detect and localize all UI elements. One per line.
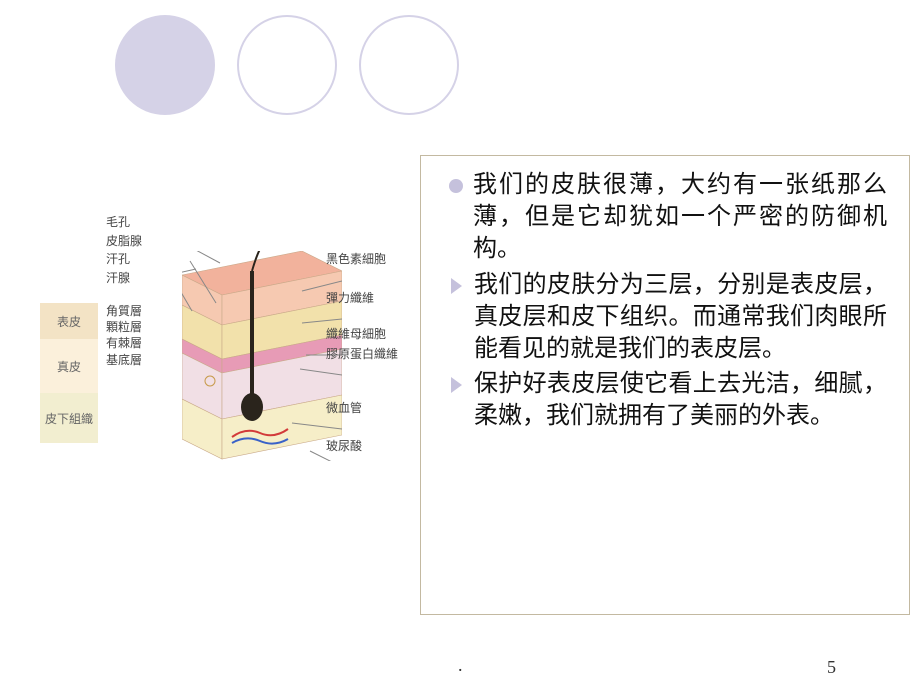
diagram-label: 黑色素細胞: [326, 250, 386, 267]
diagram-label: 汗孔: [106, 250, 142, 269]
layer-block: 表皮: [40, 303, 98, 339]
footer-dot: .: [458, 655, 463, 676]
bullet-dot-icon: [449, 179, 463, 193]
diagram-label: 基底層: [106, 352, 142, 368]
skin-svg: [182, 251, 342, 461]
diagram-label: 毛孔: [106, 213, 142, 232]
diagram-label: 角質層: [106, 303, 142, 319]
skin-cross-section: [182, 251, 342, 461]
layer-block: 真皮: [40, 339, 98, 393]
page-number: 5: [827, 657, 836, 678]
diagram-left-labels-mid: 角質層顆粒層有棘層基底層: [106, 303, 142, 368]
diagram-label: 微血管: [326, 399, 362, 416]
bullet-text: 我们的皮肤分为三层，分别是表皮层，真皮层和皮下组织。而通常我们肉眼所能看见的就是…: [474, 270, 887, 366]
bullet-text: 保护好表皮层使它看上去光洁，细腻，柔嫩，我们就拥有了美丽的外表。: [474, 369, 887, 433]
diagram-label: 玻尿酸: [326, 437, 362, 454]
bullet-item: 我们的皮肤很薄，大约有一张纸那么薄，但是它却犹如一个严密的防御机构。: [449, 170, 887, 266]
bullet-item: 保护好表皮层使它看上去光洁，细腻，柔嫩，我们就拥有了美丽的外表。: [449, 369, 887, 433]
bullet-arrow-icon: [451, 278, 462, 294]
content-textbox: 我们的皮肤很薄，大约有一张纸那么薄，但是它却犹如一个严密的防御机构。我们的皮肤分…: [420, 155, 910, 615]
layer-block: 皮下組織: [40, 393, 98, 443]
bullet-text: 我们的皮肤很薄，大约有一张纸那么薄，但是它却犹如一个严密的防御机构。: [473, 170, 887, 266]
diagram-left-labels-top: 毛孔皮脂腺汗孔汗腺: [106, 213, 142, 287]
diagram-label: 膠原蛋白纖維: [326, 345, 398, 362]
circle-1: [115, 15, 215, 115]
bullet-arrow-icon: [451, 377, 462, 393]
decorative-circles: [115, 15, 459, 115]
circle-3: [359, 15, 459, 115]
circle-2: [237, 15, 337, 115]
layer-color-column: 表皮真皮皮下組織: [40, 303, 98, 443]
diagram-label: 彈力纖維: [326, 289, 374, 306]
diagram-label: 顆粒層: [106, 319, 142, 335]
skin-diagram: 表皮真皮皮下組織 毛孔皮脂腺汗孔汗腺 角質層顆粒層有棘層基底層: [40, 195, 410, 490]
bullet-item: 我们的皮肤分为三层，分别是表皮层，真皮层和皮下组织。而通常我们肉眼所能看见的就是…: [449, 270, 887, 366]
diagram-label: 有棘層: [106, 335, 142, 351]
diagram-label: 汗腺: [106, 269, 142, 288]
diagram-label: 纖維母細胞: [326, 325, 386, 342]
diagram-label: 皮脂腺: [106, 232, 142, 251]
